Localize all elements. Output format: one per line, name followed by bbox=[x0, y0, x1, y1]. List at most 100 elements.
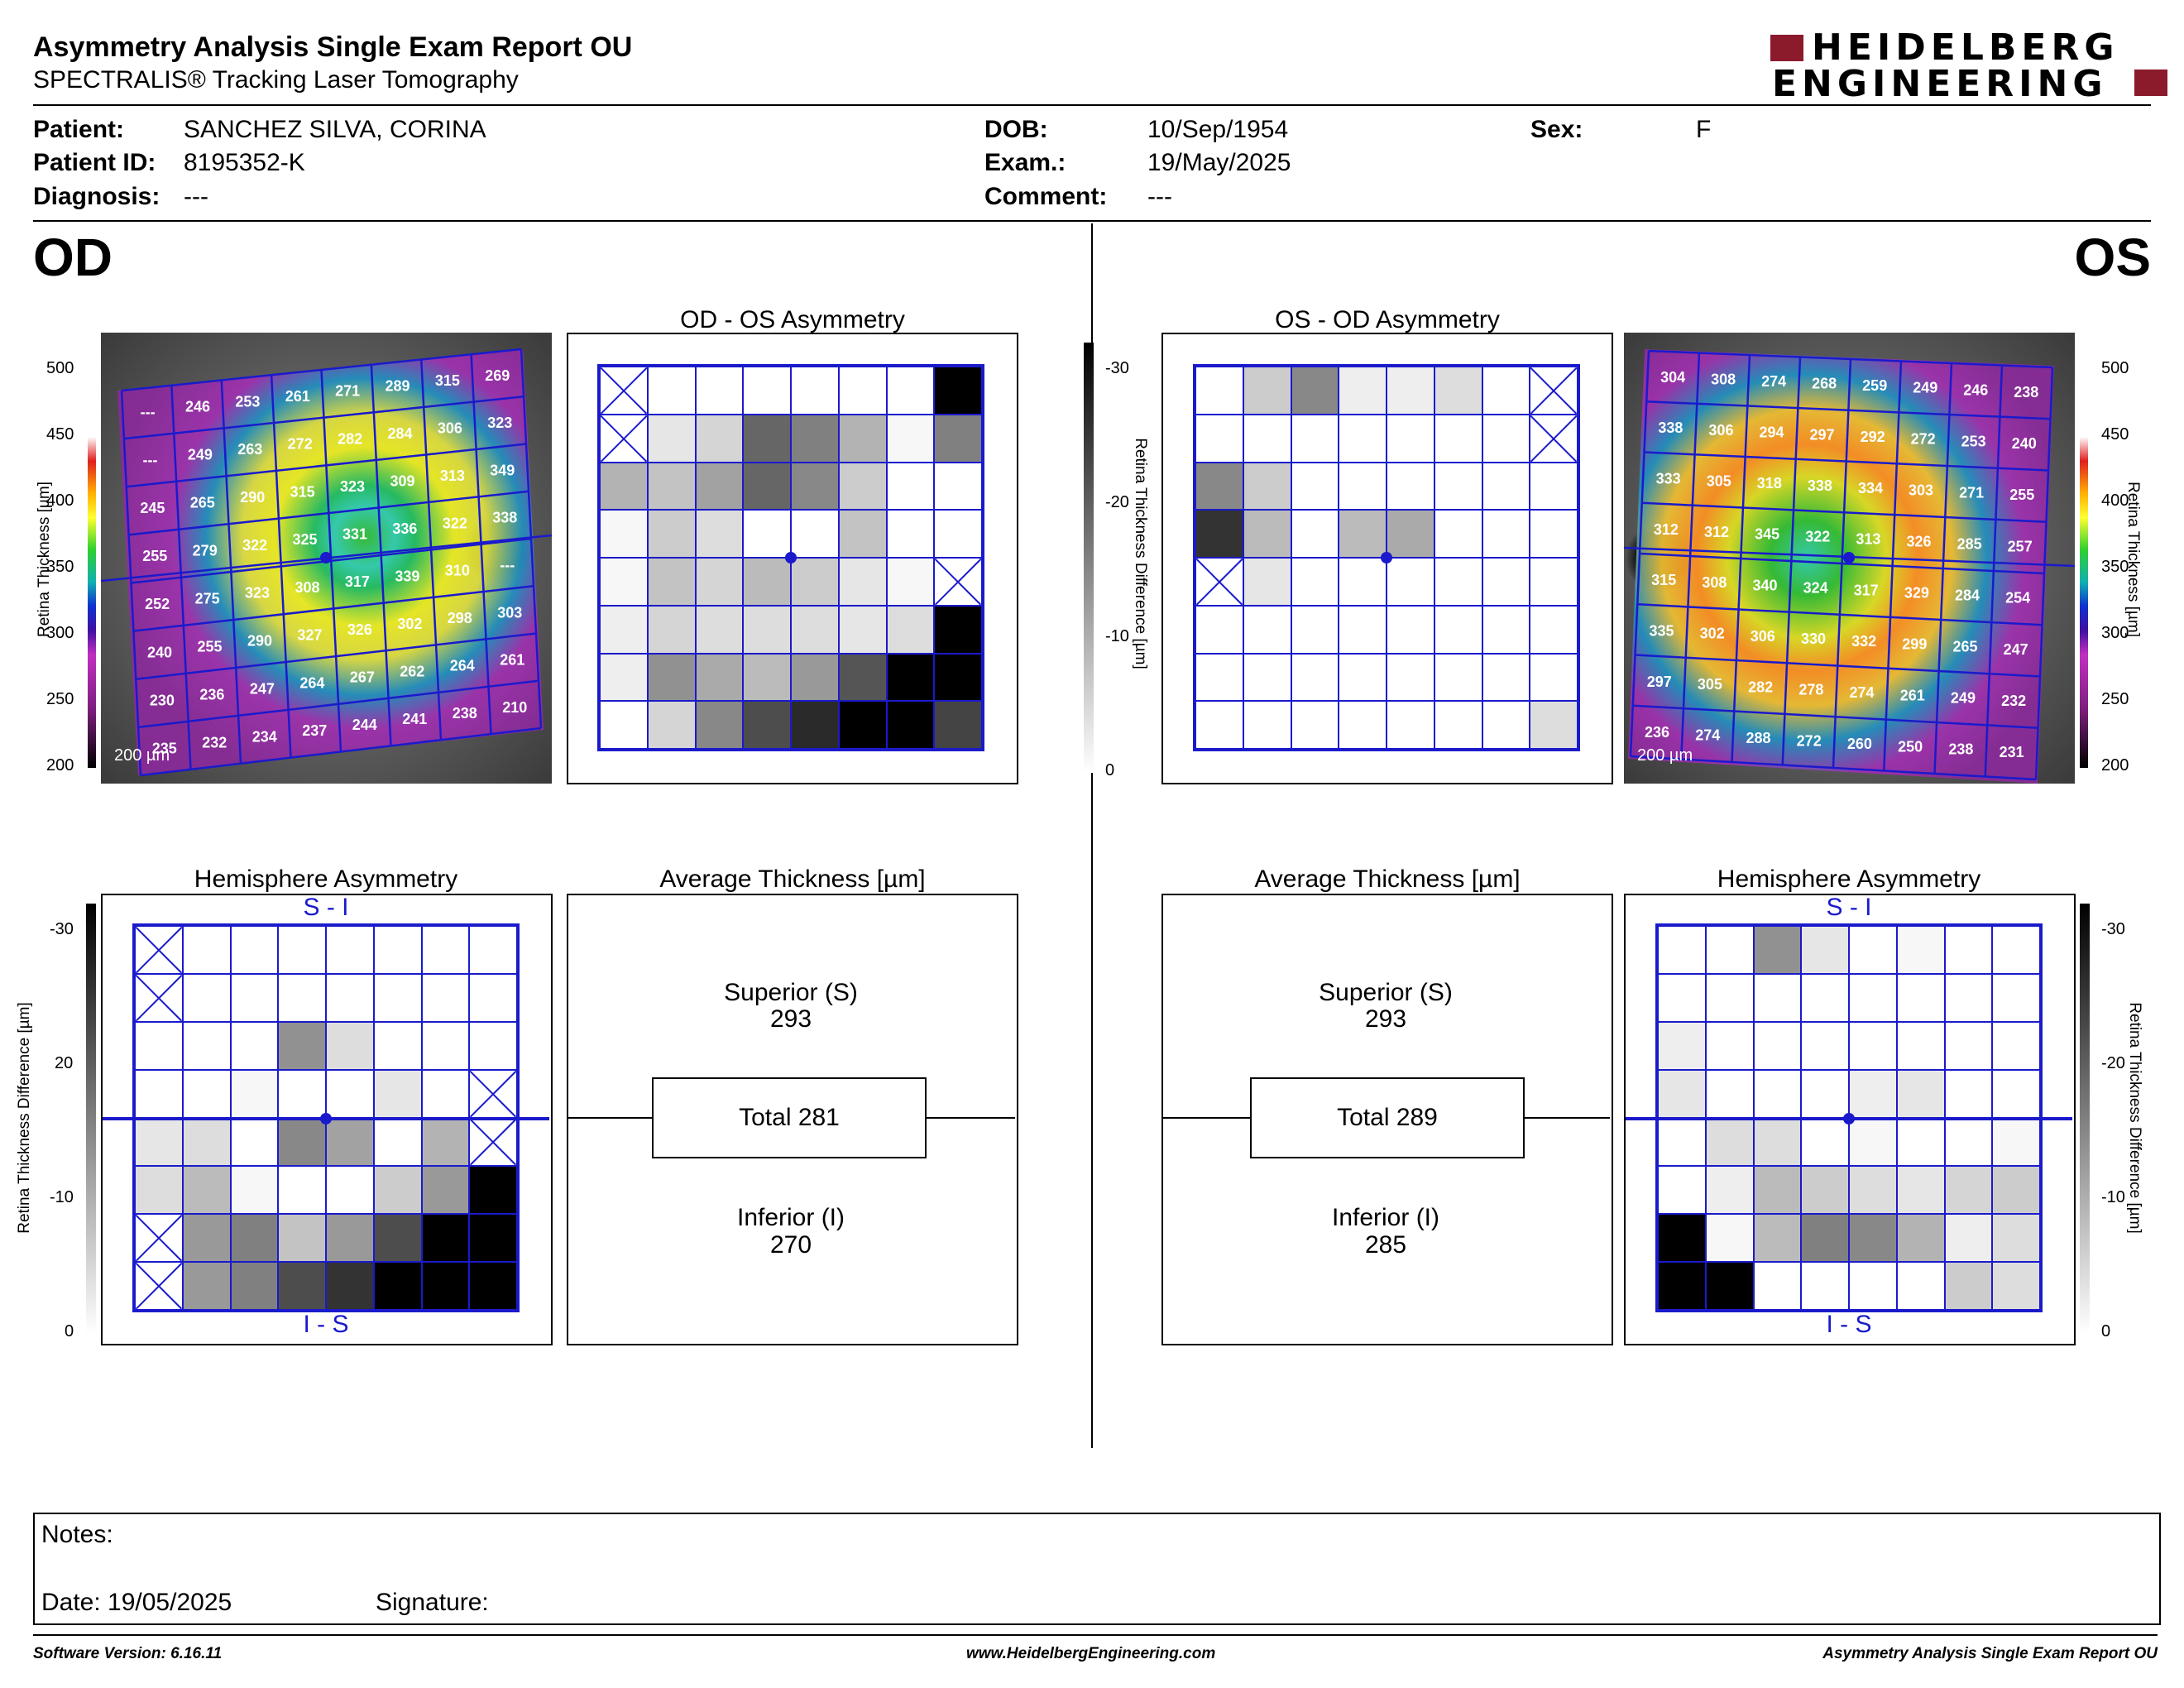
grid-cell bbox=[278, 1262, 326, 1310]
grid-cell bbox=[1530, 367, 1578, 415]
od-hemi-top-label: S - I bbox=[303, 894, 349, 921]
grid-cell bbox=[182, 1022, 231, 1070]
thickness-value: 247 bbox=[250, 680, 275, 697]
grid-cell bbox=[1944, 1118, 1993, 1166]
thickness-value: 322 bbox=[1805, 529, 1830, 545]
grid-cell bbox=[1849, 1166, 1897, 1214]
grid-cell bbox=[1849, 1118, 1897, 1166]
grid-cell bbox=[182, 1214, 231, 1262]
grid-cell bbox=[373, 1022, 422, 1070]
patient-id-label: Patient ID: bbox=[33, 149, 156, 176]
thickness-value: 265 bbox=[190, 495, 215, 511]
thickness-value: 249 bbox=[188, 447, 213, 463]
grid-cell bbox=[326, 1214, 374, 1262]
thickness-value: 265 bbox=[1952, 639, 1977, 655]
thickness-value: 261 bbox=[500, 652, 524, 669]
grid-cell bbox=[838, 701, 887, 749]
thickness-value: 268 bbox=[1812, 376, 1837, 392]
thickness-value: 299 bbox=[1902, 635, 1927, 652]
grid-cell bbox=[278, 1166, 326, 1214]
grid-cell bbox=[1658, 1166, 1706, 1214]
footer-url[interactable]: www.HeidelbergEngineering.com bbox=[966, 1645, 1216, 1662]
thickness-value: 238 bbox=[1948, 741, 1973, 758]
thickness-value: 323 bbox=[245, 585, 270, 602]
grid-cell bbox=[695, 653, 744, 702]
grid-cell bbox=[647, 701, 696, 749]
grid-cell bbox=[421, 1262, 470, 1310]
thickness-value: 294 bbox=[1759, 424, 1784, 441]
thickness-value: 257 bbox=[2008, 538, 2033, 554]
grid-cell bbox=[1896, 926, 1945, 974]
thickness-value: 326 bbox=[347, 621, 372, 638]
grid-cell bbox=[886, 462, 935, 511]
grid-cell bbox=[1801, 1070, 1849, 1118]
grid-cell bbox=[838, 414, 887, 463]
grid-cell bbox=[135, 926, 183, 974]
grid-cell bbox=[1530, 462, 1578, 511]
thickness-value: 282 bbox=[338, 430, 362, 447]
grid-cell bbox=[326, 1166, 374, 1214]
grid-cell bbox=[326, 974, 374, 1022]
grid-cell bbox=[326, 926, 374, 974]
grid-cell bbox=[135, 1070, 183, 1118]
os-total-value: Total 289 bbox=[1337, 1104, 1438, 1131]
od-inferior-value: 270 bbox=[769, 1231, 812, 1259]
grid-cell bbox=[1530, 605, 1578, 654]
grid-cell bbox=[886, 558, 935, 606]
grid-cell bbox=[1753, 1214, 1802, 1262]
grid-cell bbox=[1705, 974, 1754, 1022]
thickness-value: 236 bbox=[199, 686, 224, 703]
tick-label: 450 bbox=[2101, 425, 2129, 444]
tick-label: -30 bbox=[50, 920, 74, 938]
thickness-value: 231 bbox=[2000, 744, 2024, 760]
grid-line bbox=[1984, 365, 2004, 777]
sex-label: Sex: bbox=[1530, 116, 1583, 143]
diff-color-bar-right bbox=[2080, 904, 2090, 1334]
thickness-value: 312 bbox=[1704, 524, 1729, 540]
grid-cell bbox=[1387, 701, 1434, 749]
report-subtitle: SPECTRALIS® Tracking Laser Tomography bbox=[33, 66, 519, 94]
grid-cell bbox=[934, 510, 982, 558]
grid-cell bbox=[421, 1070, 470, 1118]
thickness-value: 272 bbox=[288, 436, 313, 453]
grid-cell bbox=[230, 1214, 279, 1262]
grid-cell bbox=[600, 605, 648, 654]
grid-cell bbox=[230, 974, 279, 1022]
thickness-value: 315 bbox=[290, 483, 315, 500]
grid-cell bbox=[838, 653, 887, 702]
grid-cell bbox=[1896, 974, 1945, 1022]
eye-os-label: OS bbox=[2074, 228, 2151, 287]
grid-cell bbox=[791, 701, 839, 749]
thickness-value: 288 bbox=[1746, 730, 1770, 746]
grid-cell bbox=[1705, 1166, 1754, 1214]
grid-cell bbox=[1387, 510, 1434, 558]
grid-cell bbox=[421, 1118, 470, 1166]
grid-cell bbox=[1434, 605, 1482, 654]
grid-cell bbox=[1801, 1166, 1849, 1214]
thickness-value: 297 bbox=[1810, 426, 1835, 443]
tick-label: 250 bbox=[2101, 690, 2129, 708]
tick-label: -10 bbox=[2101, 1188, 2125, 1206]
grid-cell bbox=[1434, 701, 1482, 749]
thickness-value: 306 bbox=[1708, 422, 1733, 439]
thickness-value: 329 bbox=[1904, 584, 1929, 601]
thickness-value: 302 bbox=[397, 616, 422, 632]
thickness-value: 259 bbox=[1862, 377, 1887, 394]
grid-cell bbox=[1753, 1166, 1802, 1214]
grid-cell bbox=[647, 462, 696, 511]
grid-cell bbox=[1992, 926, 2040, 974]
thickness-value: 246 bbox=[1963, 381, 1988, 398]
grid-cell bbox=[1195, 462, 1243, 511]
grid-cell bbox=[1801, 926, 1849, 974]
grid-cell bbox=[1195, 367, 1243, 415]
thickness-value: 322 bbox=[443, 515, 467, 531]
thickness-value: 274 bbox=[1761, 373, 1786, 390]
grid-cell bbox=[1849, 1022, 1897, 1070]
grid-cell bbox=[934, 462, 982, 511]
od-hemi-bottom-label: I - S bbox=[303, 1311, 349, 1338]
grid-cell bbox=[791, 367, 839, 415]
tick-label: 300 bbox=[2101, 624, 2129, 642]
grid-cell bbox=[1944, 1022, 1993, 1070]
grid-cell bbox=[278, 1022, 326, 1070]
thickness-value: 318 bbox=[1757, 475, 1782, 492]
